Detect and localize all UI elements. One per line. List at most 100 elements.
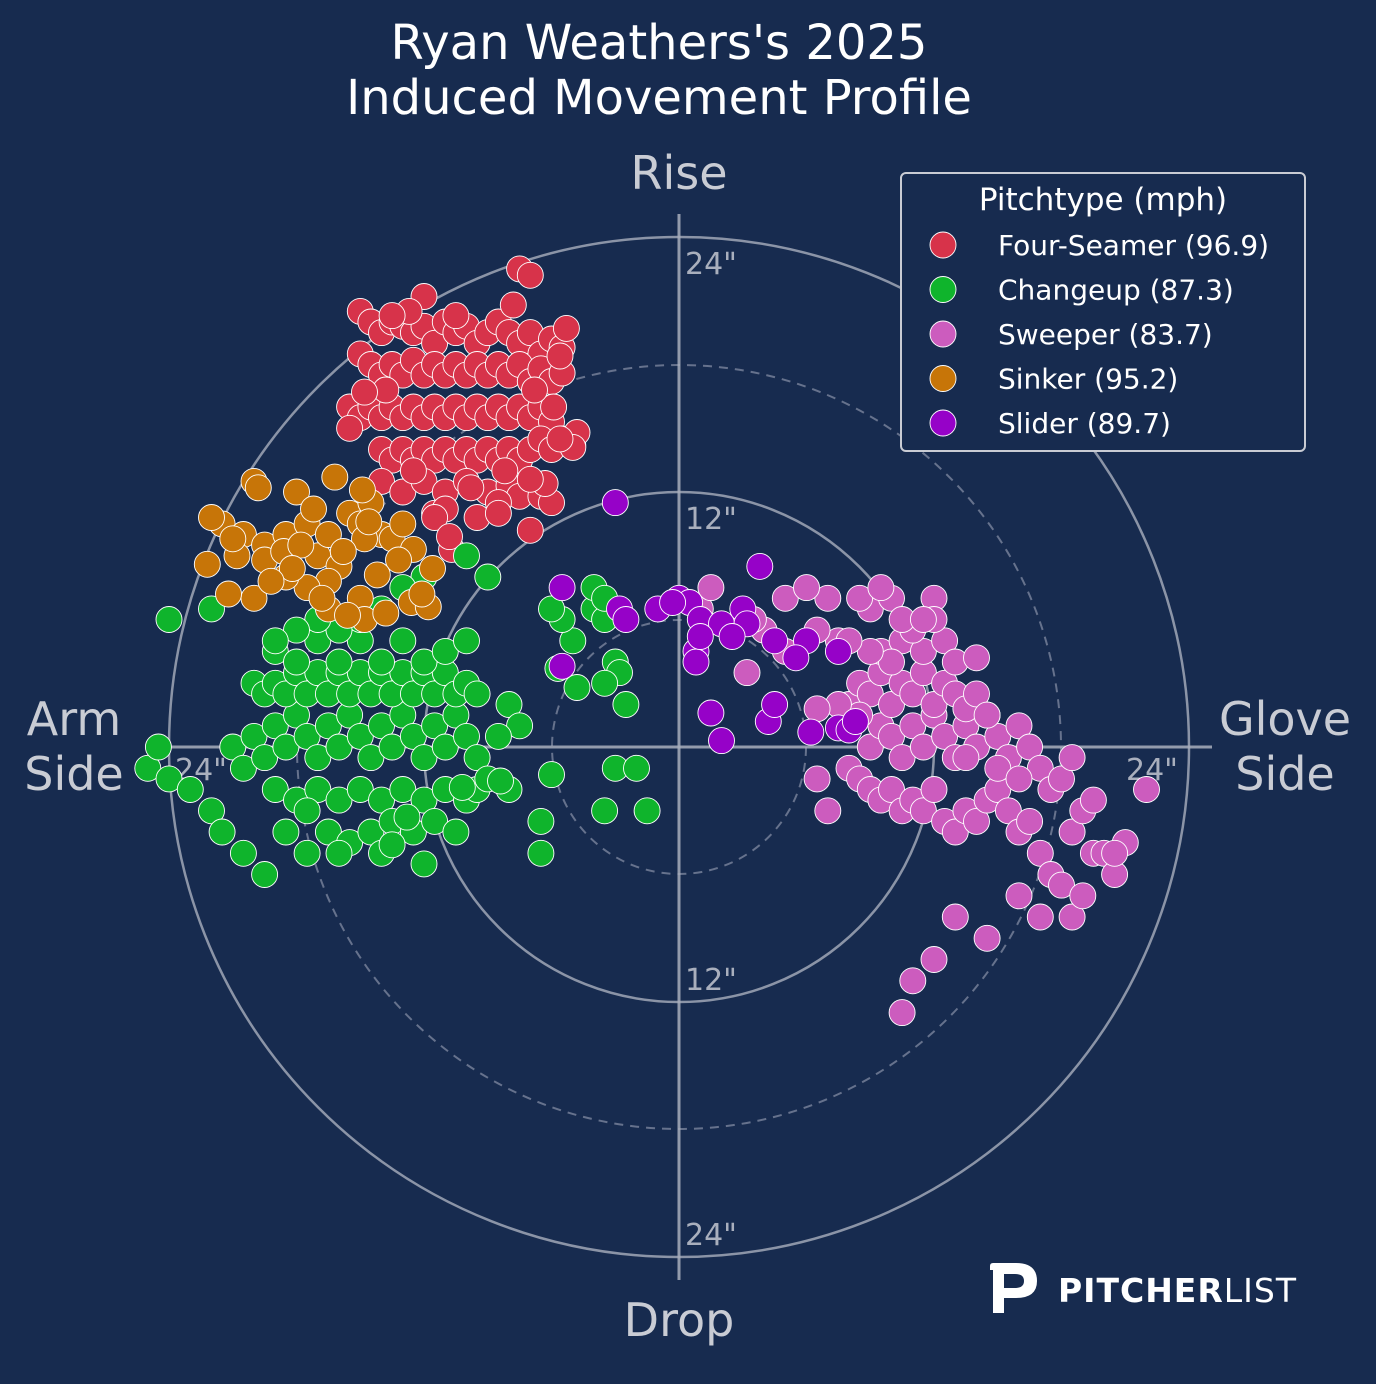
- pitch-point: [393, 803, 421, 831]
- pitch-point: [261, 627, 289, 655]
- pitch-point: [1101, 839, 1129, 867]
- pitch-point: [856, 637, 884, 665]
- pitch-point: [419, 555, 446, 582]
- pitch-point: [708, 727, 735, 755]
- pitch-point: [552, 314, 580, 342]
- series-3: [193, 463, 446, 633]
- pitch-point: [846, 584, 874, 612]
- pitch-point: [1005, 765, 1033, 793]
- pitch-point: [176, 776, 204, 803]
- pitch-point: [229, 754, 257, 782]
- pitch-point: [410, 850, 438, 878]
- pitch-point: [363, 561, 391, 589]
- pitch-point: [591, 669, 619, 697]
- pitch-point: [336, 414, 364, 442]
- pitch-point: [251, 861, 279, 888]
- pitch-point: [410, 786, 438, 814]
- pitch-point: [487, 767, 514, 795]
- pitch-point: [474, 563, 502, 591]
- pitch-point: [1016, 733, 1044, 761]
- pitch-point: [293, 797, 321, 825]
- pitch-point: [516, 516, 544, 544]
- pitch-point: [215, 580, 242, 608]
- pitch-point: [308, 584, 336, 612]
- pitch-point: [198, 504, 225, 531]
- pitch-point: [334, 601, 361, 629]
- direction-rise: Rise: [630, 146, 727, 200]
- pitch-point: [155, 606, 183, 633]
- pitch-point: [973, 924, 1001, 952]
- pitch-point: [538, 761, 565, 789]
- pitch-points: [134, 255, 1160, 1027]
- pitch-point: [527, 839, 555, 867]
- series-0: [336, 255, 591, 563]
- pitch-point: [682, 648, 710, 676]
- pitch-point: [463, 744, 491, 772]
- series-2: [686, 574, 1160, 1027]
- pitch-point: [421, 712, 449, 740]
- pitch-point: [321, 463, 349, 491]
- pitch-point: [718, 623, 746, 650]
- pitch-point: [251, 744, 279, 772]
- pitch-point: [878, 776, 905, 803]
- pitch-point: [931, 627, 959, 655]
- pitch-point: [782, 644, 810, 672]
- pitch-point: [1048, 765, 1075, 793]
- pitch-point: [442, 302, 470, 330]
- pitch-point: [325, 648, 353, 676]
- pitch-point: [495, 691, 523, 718]
- pitch-point: [325, 839, 353, 867]
- pitch-point: [867, 574, 895, 602]
- pitch-point: [899, 967, 927, 995]
- pitch-point: [548, 652, 576, 680]
- pitch-point: [325, 733, 353, 761]
- pitch-point: [803, 765, 831, 793]
- logo-text-light: LIST: [1224, 1271, 1297, 1310]
- pitch-point: [499, 291, 527, 319]
- pitch-point: [408, 580, 436, 608]
- pitch-point: [421, 807, 449, 835]
- series-1: [134, 542, 661, 888]
- pitch-point: [1058, 744, 1086, 772]
- pitch-point: [208, 818, 236, 846]
- pitch-point: [973, 701, 1001, 729]
- pitch-point: [229, 839, 257, 867]
- pitch-point: [1048, 871, 1075, 899]
- pitch-point: [278, 555, 306, 582]
- pitch-point: [257, 567, 285, 595]
- direction-glove-line2: Side: [1235, 747, 1334, 801]
- pitch-point: [453, 542, 480, 570]
- pitch-point: [591, 797, 619, 825]
- pitch-point: [463, 680, 491, 708]
- pitch-point: [920, 776, 948, 803]
- pitch-point: [612, 691, 640, 718]
- pitch-point: [372, 599, 400, 627]
- svg-text:PITCHERLIST: PITCHERLIST: [1058, 1271, 1297, 1310]
- direction-arm-line1: Arm: [27, 692, 121, 746]
- pitch-point: [733, 659, 761, 687]
- legend: Pitchtype (mph) Four-Seamer (96.9) Change…: [900, 172, 1306, 452]
- pitch-point: [355, 508, 383, 536]
- pitch-point: [941, 903, 969, 931]
- pitch-point: [963, 644, 990, 672]
- pitch-point: [293, 722, 321, 750]
- legend-marker: [929, 231, 957, 259]
- pitch-point: [686, 623, 714, 650]
- pitch-point: [546, 342, 574, 370]
- pitch-point: [920, 946, 948, 973]
- pitch-point: [761, 627, 789, 655]
- pitch-point: [421, 504, 449, 531]
- ring-label-top-inner: 12": [685, 502, 737, 537]
- pitch-point: [436, 523, 463, 551]
- legend-marker: [929, 365, 957, 392]
- pitch-point: [155, 765, 183, 793]
- pitch-point: [219, 525, 247, 553]
- pitch-point: [448, 773, 476, 801]
- pitch-point: [453, 627, 480, 655]
- pitch-point: [1058, 903, 1086, 931]
- pitch-point: [193, 550, 221, 578]
- pitch-point: [484, 722, 512, 750]
- pitch-point: [1079, 786, 1107, 814]
- legend-title: Pitchtype (mph): [979, 182, 1227, 218]
